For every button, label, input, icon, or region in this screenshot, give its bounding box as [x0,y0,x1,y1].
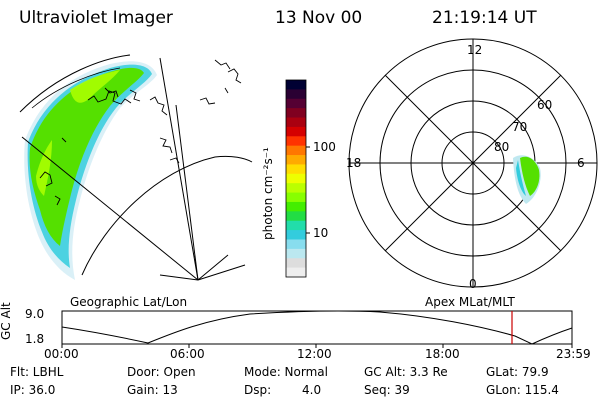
colorbar-segment [286,211,306,222]
limb-arc-inner [31,67,121,109]
colorbar-segment [286,89,306,100]
polar-aurora-cyan [516,160,526,196]
info-glat: GLat: 79.9 [486,365,549,379]
parallel-arc-1 [81,155,253,276]
colorbar-segment [286,267,306,278]
geographic-label: Geographic Lat/Lon [70,295,188,309]
colorbar-segment [286,258,306,269]
date-label: 13 Nov 00 [275,8,363,28]
colorbar-segment [286,164,306,175]
limb-arc-outer [19,54,131,113]
colorbar-segment [286,220,306,231]
info-mode: Mode: Normal [244,365,328,379]
colorbar-segment [286,126,306,137]
altitude-tick-max: 9.0 [25,307,45,321]
meridian-line-5 [197,264,246,281]
colorbar-segment [286,80,306,90]
colorbar-segment [286,173,306,184]
colorbar-segment [286,183,306,194]
colorbar-segment [286,136,306,147]
altitude-plot [61,310,573,348]
info-glon: GLon: 115.4 [486,383,559,397]
colorbar-segment [286,230,306,240]
info-gain: Gain: 13 [127,383,178,397]
colorbar-segment [286,117,306,128]
info-ip: IP: 36.0 [10,383,56,397]
mlat-label-70: 70 [512,120,528,134]
colorbar [286,80,306,278]
mlt-label-6: 6 [577,156,585,170]
colorbar-tick-10: 10 [313,226,329,240]
info-dsp-value: 4.0 [302,383,322,397]
colorbar-segment [286,108,306,119]
colorbar-segment [286,145,306,156]
info-flt: Flt: LBHL [10,365,64,379]
colorbar-segment [286,239,306,250]
colorbar-segment [286,155,306,165]
aurora-yellow [36,70,120,196]
time-tick-0000: 00:00 [44,347,79,361]
info-door: Door: Open [127,365,196,379]
apex-label: Apex MLat/MLT [425,295,515,309]
colorbar-segment [286,192,306,203]
mlat-label-60: 60 [537,98,553,112]
colorbar-tick-100: 100 [313,140,336,154]
altitude-tick-min: 1.8 [25,332,45,346]
altitude-plot-frame [61,310,573,345]
colorbar-segment [286,98,306,109]
colorbar-segment [286,201,306,212]
meridian-line-1 [21,136,199,281]
mlt-label-12: 12 [467,43,483,57]
meridian-line-2 [159,57,199,281]
meridian-line-4 [159,274,199,281]
app-title: Ultraviolet Imager [19,8,173,28]
time-tick-0600: 06:00 [170,347,205,361]
colorbar-segment [286,248,306,259]
coastline [39,59,242,206]
time-tick-1800: 18:00 [425,347,460,361]
colorbar-frame [285,79,310,278]
altitude-curve [61,310,573,345]
polar-plot [348,38,598,288]
mlt-label-0: 0 [469,277,477,291]
polar-aurora-green [520,156,540,196]
info-seq: Seq: 39 [364,383,410,397]
time-label: 21:19:14 UT [432,8,537,28]
time-tick-1200: 12:00 [297,347,332,361]
info-dsp-label: Dsp: [244,383,272,397]
geographic-map [19,54,253,281]
mlat-label-80: 80 [494,140,510,154]
polar-diagonal-2 [384,74,562,252]
mlt-label-18: 18 [346,156,362,170]
info-gc-alt: GC Alt: 3.3 Re [364,365,448,379]
time-tick-2359: 23:59 [556,347,591,361]
colorbar-unit-label: photon cm⁻²s⁻¹ [261,147,275,240]
aurora-green [29,67,145,246]
meridian-line-6 [197,254,229,281]
altitude-axis-label: GC Alt [0,302,13,340]
meridian-line-3 [175,104,199,281]
